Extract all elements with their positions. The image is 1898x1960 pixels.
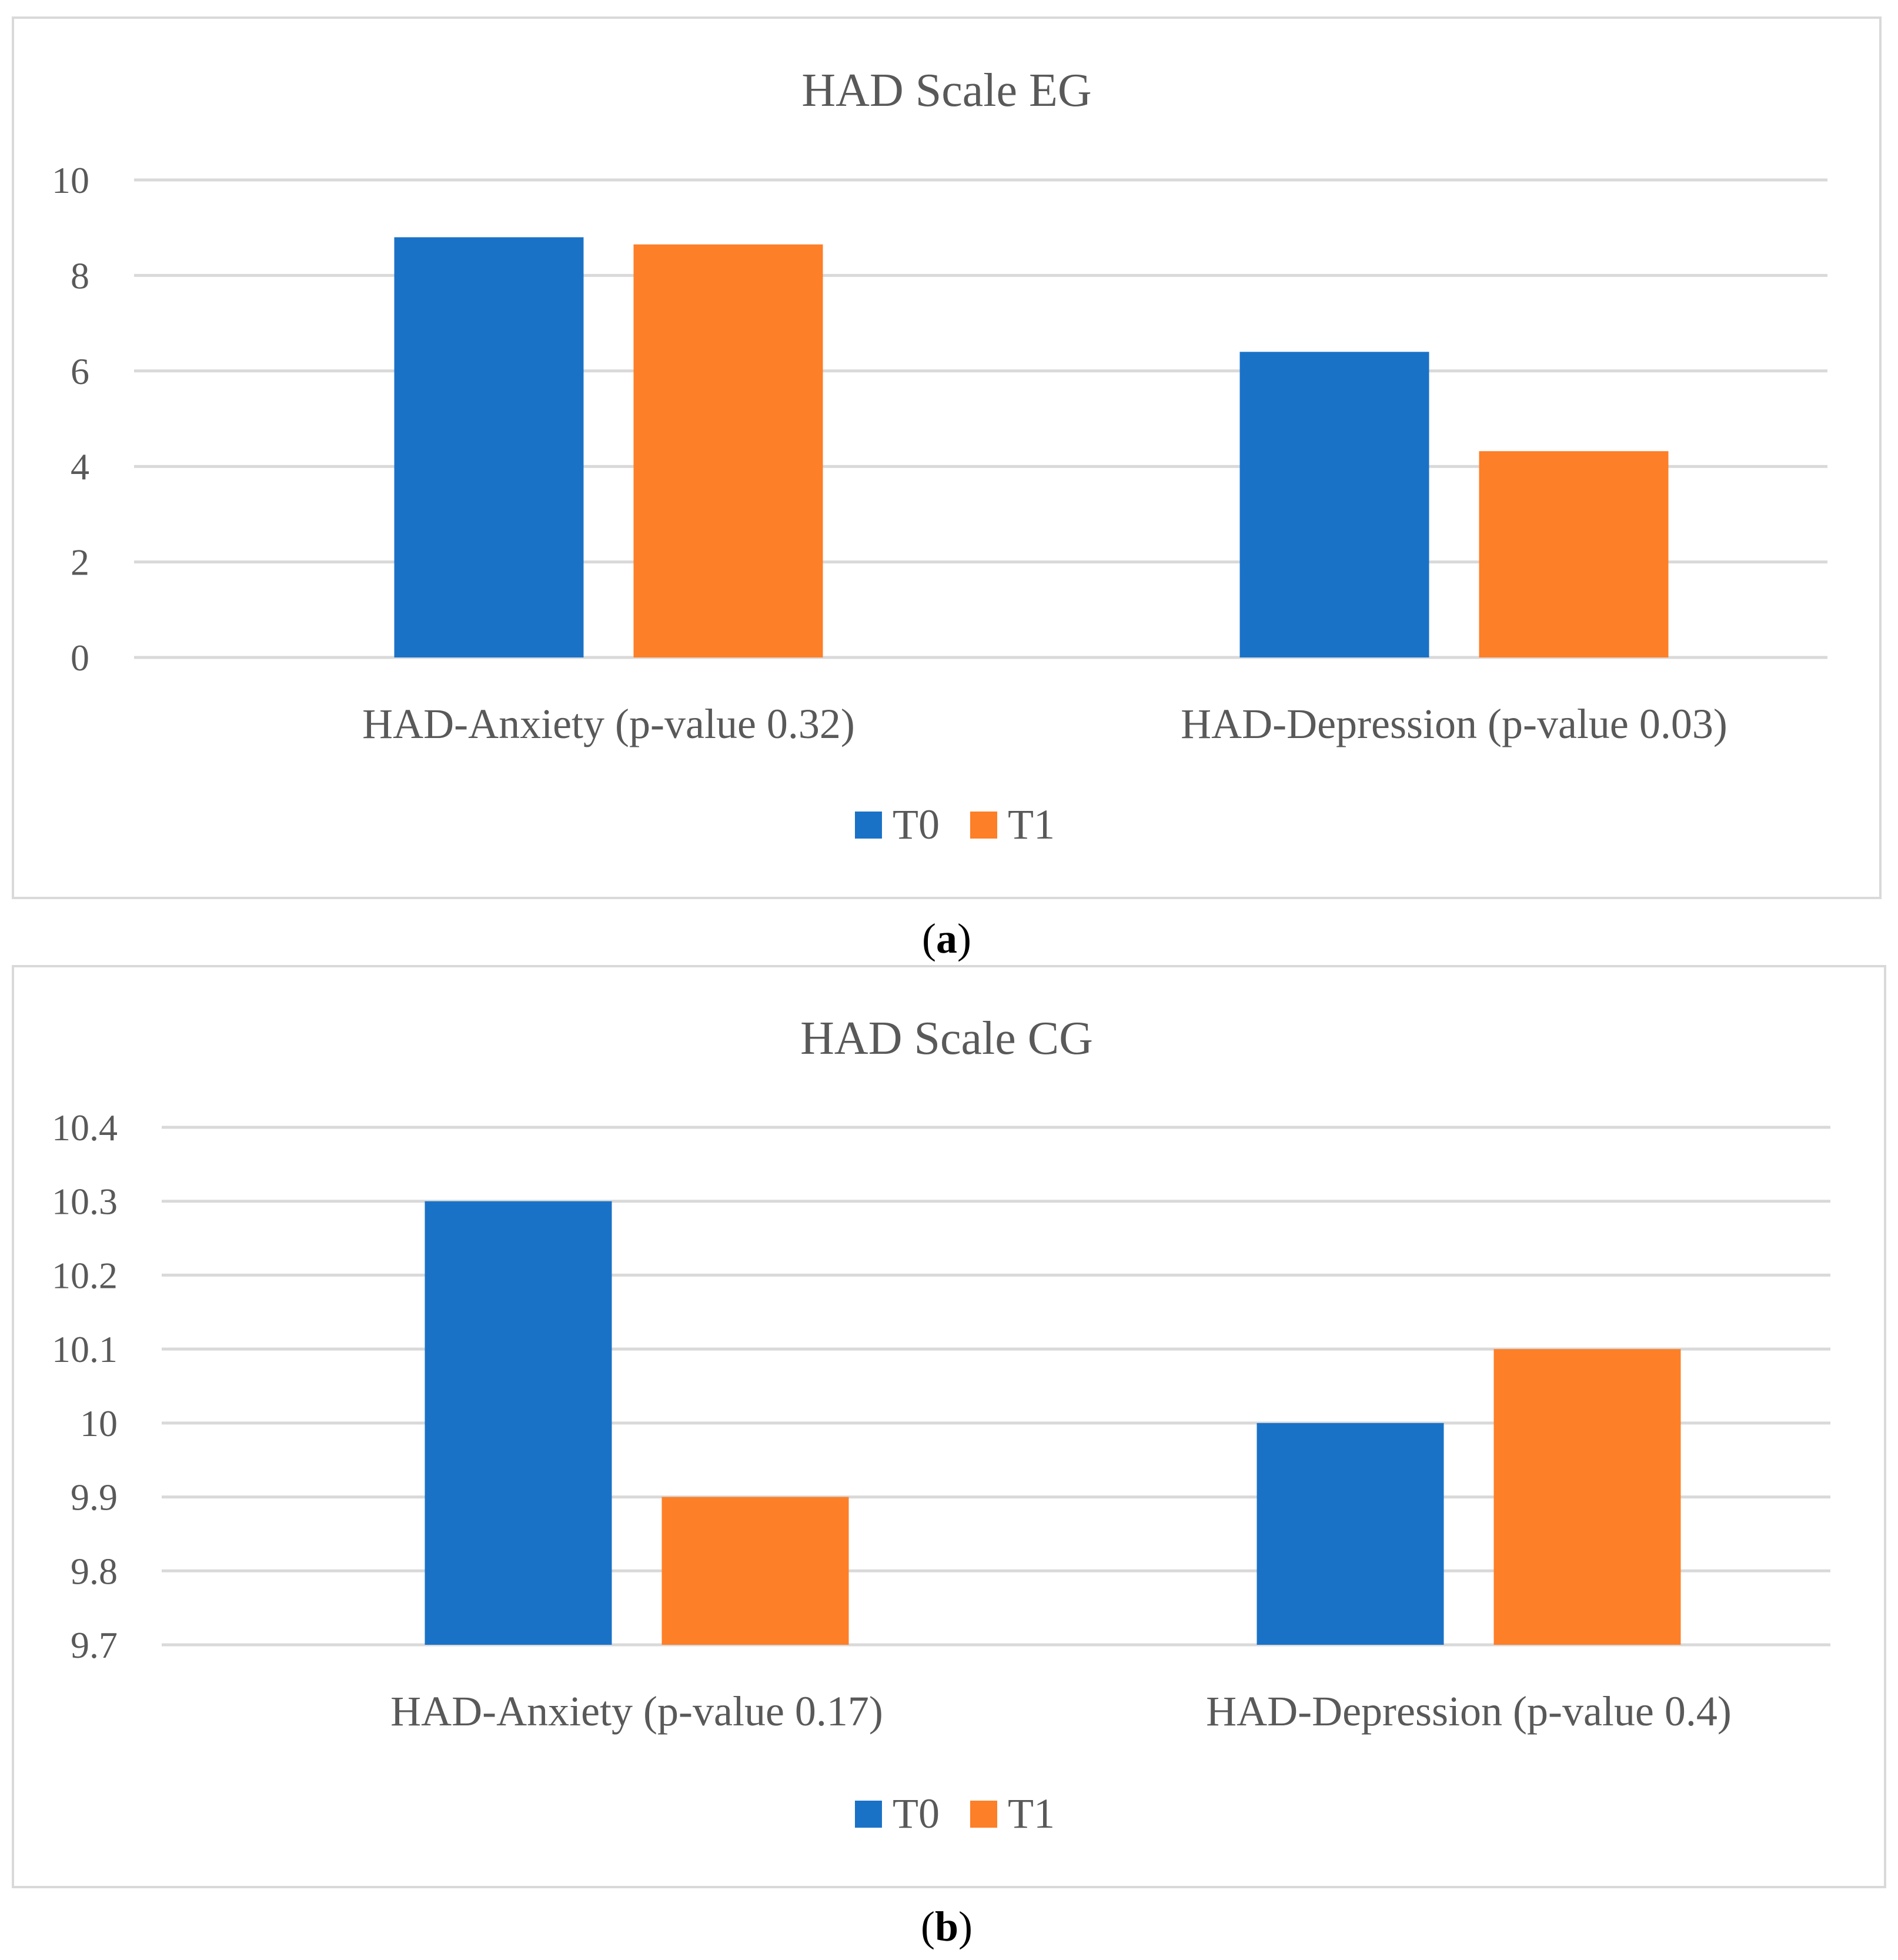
- x-category-label: HAD-Depression (p-value 0.4): [1206, 1688, 1732, 1735]
- chart-title-a: HAD Scale EG: [801, 65, 1091, 116]
- legend-b: T0 T1: [855, 1790, 1055, 1837]
- bar-t1-anxiety: [633, 244, 823, 657]
- bar-t1-depression: [1479, 451, 1669, 657]
- bar-t0-depression: [1239, 352, 1429, 657]
- y-tick-label: 9.7: [71, 1624, 118, 1666]
- x-labels-b: HAD-Anxiety (p-value 0.17) HAD-Depression…: [390, 1688, 1732, 1735]
- panel-b: HAD Scale CG 9.7 9.8 9.9 10 10.1 10.2 10.3 10.4…: [12, 965, 1886, 1888]
- y-tick-label: 10.1: [52, 1328, 118, 1370]
- y-tick-label: 6: [71, 350, 89, 392]
- legend-swatch-t1-a: [970, 812, 997, 839]
- x-category-label: HAD-Depression (p-value 0.03): [1181, 700, 1727, 747]
- bar-t0-anxiety: [425, 1201, 612, 1645]
- legend-swatch-t1-b: [970, 1801, 997, 1828]
- legend-label-t1-a: T1: [1008, 801, 1055, 848]
- bar-t1-depression: [1493, 1349, 1681, 1645]
- legend-swatch-t0-b: [855, 1801, 882, 1828]
- y-tick-label: 0: [71, 637, 89, 679]
- legend-label-t1-b: T1: [1008, 1790, 1055, 1837]
- y-tick-label: 10.4: [52, 1107, 118, 1148]
- y-tick-label: 4: [71, 446, 89, 488]
- bar-t0-anxiety: [394, 237, 584, 657]
- legend-label-t0-b: T0: [893, 1790, 940, 1837]
- y-tick-label: 9.9: [71, 1477, 118, 1518]
- legend-a: T0 T1: [855, 801, 1055, 848]
- x-labels-a: HAD-Anxiety (p-value 0.32) HAD-Depression…: [362, 700, 1727, 747]
- x-category-label: HAD-Anxiety (p-value 0.17): [390, 1688, 883, 1735]
- y-tick-label: 10: [80, 1403, 118, 1444]
- x-category-label: HAD-Anxiety (p-value 0.32): [362, 700, 855, 747]
- y-tick-label: 2: [71, 542, 89, 583]
- caption-letter-b: b: [935, 1903, 958, 1950]
- bars-a: [394, 237, 1669, 657]
- legend-swatch-t0-a: [855, 812, 882, 839]
- legend-label-t0-a: T0: [893, 801, 940, 848]
- caption-b: (b): [921, 1903, 973, 1950]
- bar-t1-anxiety: [661, 1497, 849, 1645]
- caption-letter-a: a: [936, 915, 957, 962]
- y-tick-label: 9.8: [71, 1550, 118, 1592]
- y-tick-label: 8: [71, 255, 89, 296]
- panel-a: HAD Scale EG 0 2 4 6 8 10 HAD-Anxiety (p-valu…: [12, 16, 1882, 899]
- bar-t0-depression: [1257, 1423, 1444, 1645]
- y-tick-label: 10.3: [52, 1181, 118, 1223]
- y-tick-label: 10.2: [52, 1254, 118, 1296]
- chart-title-b: HAD Scale CG: [800, 1013, 1093, 1064]
- y-tick-label: 10: [52, 159, 89, 201]
- bars-b: [425, 1201, 1681, 1645]
- caption-a: (a): [922, 915, 971, 962]
